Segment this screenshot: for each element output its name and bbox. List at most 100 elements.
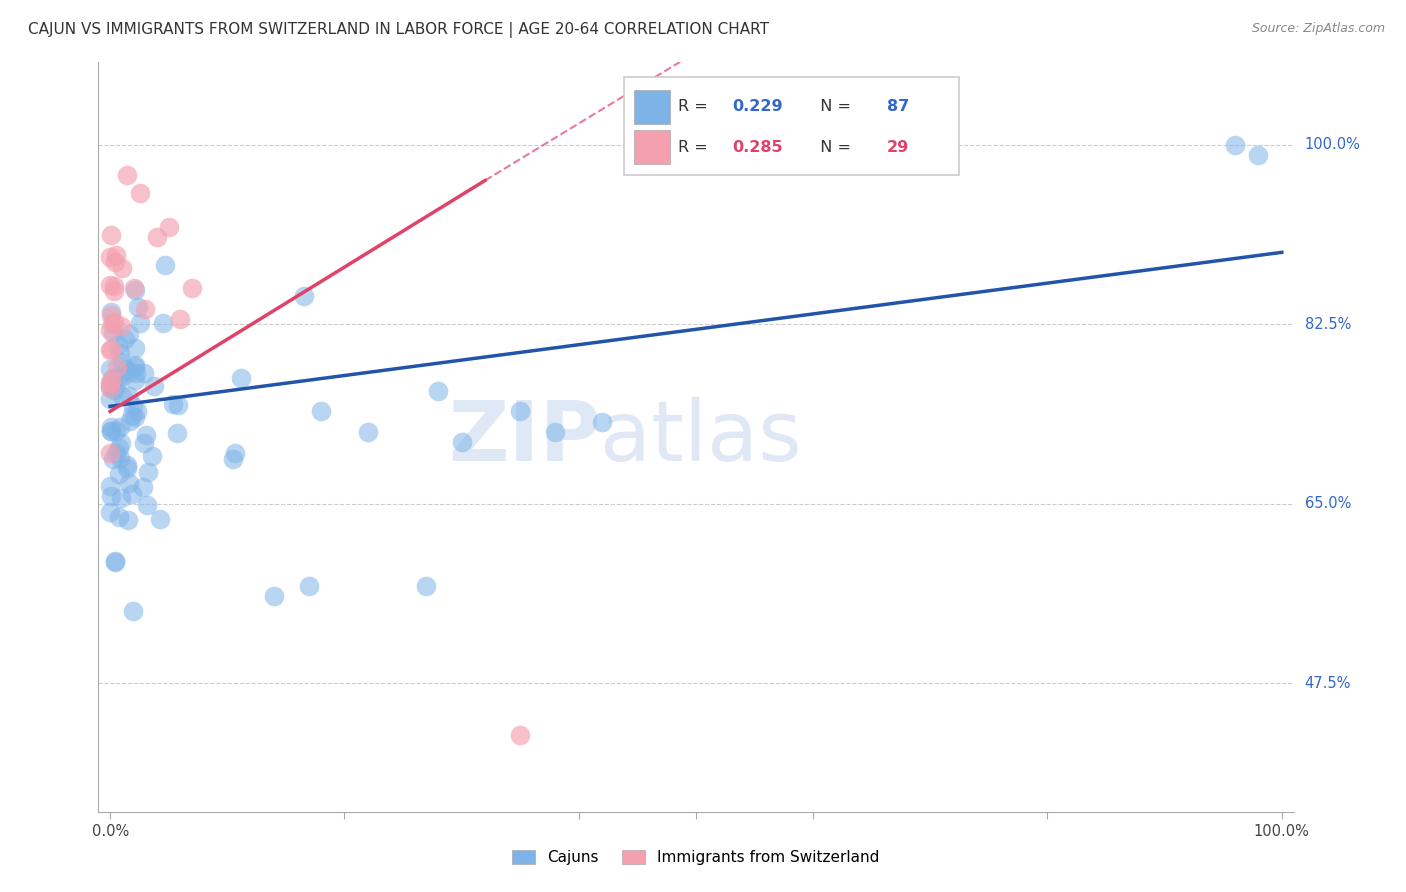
Text: atlas: atlas bbox=[600, 397, 801, 477]
Point bbox=[98, 343, 121, 358]
Point bbox=[118, 476, 141, 491]
Text: CAJUN VS IMMIGRANTS FROM SWITZERLAND IN LABOR FORCE | AGE 20-64 CORRELATION CHAR: CAJUN VS IMMIGRANTS FROM SWITZERLAND IN … bbox=[28, 22, 769, 38]
Point bbox=[124, 283, 146, 297]
Text: R =: R = bbox=[678, 140, 713, 154]
Point bbox=[100, 317, 122, 331]
Point bbox=[103, 315, 125, 329]
Point bbox=[121, 408, 143, 422]
Point bbox=[98, 381, 121, 395]
Text: 82.5%: 82.5% bbox=[1305, 317, 1351, 332]
Point bbox=[124, 358, 146, 372]
Point bbox=[129, 316, 152, 330]
Point bbox=[509, 728, 531, 742]
Point bbox=[134, 436, 156, 450]
Point bbox=[357, 425, 380, 439]
Point bbox=[111, 369, 134, 384]
Point bbox=[143, 379, 166, 393]
Point bbox=[107, 467, 129, 481]
Point bbox=[427, 384, 450, 398]
Text: 0.285: 0.285 bbox=[733, 140, 783, 154]
Point bbox=[134, 366, 156, 380]
Point bbox=[104, 446, 127, 460]
Point bbox=[292, 289, 315, 303]
Text: 65.0%: 65.0% bbox=[1305, 496, 1351, 511]
Point bbox=[107, 338, 129, 352]
Point bbox=[100, 227, 122, 242]
Point bbox=[121, 487, 143, 501]
Point bbox=[100, 343, 122, 357]
Point bbox=[101, 371, 124, 385]
Point bbox=[124, 373, 146, 387]
Point bbox=[124, 341, 146, 355]
Point bbox=[100, 489, 122, 503]
Point bbox=[104, 247, 127, 261]
FancyBboxPatch shape bbox=[634, 90, 669, 124]
Point bbox=[105, 378, 128, 392]
Point bbox=[118, 327, 141, 342]
Point bbox=[1247, 148, 1270, 162]
Point bbox=[118, 389, 141, 403]
Point bbox=[125, 366, 148, 380]
Point bbox=[162, 397, 184, 411]
Point bbox=[100, 376, 122, 390]
Point bbox=[141, 449, 163, 463]
Point bbox=[105, 424, 128, 438]
Point bbox=[98, 446, 121, 460]
Point bbox=[263, 589, 285, 603]
Point bbox=[122, 281, 145, 295]
Point bbox=[157, 219, 180, 234]
Point bbox=[103, 383, 125, 397]
Point bbox=[110, 491, 132, 506]
Point bbox=[167, 398, 190, 412]
Point bbox=[117, 366, 139, 380]
Point bbox=[117, 513, 139, 527]
Point bbox=[122, 399, 145, 413]
Point bbox=[153, 258, 176, 272]
Point bbox=[120, 413, 142, 427]
Text: N =: N = bbox=[810, 99, 856, 114]
Point bbox=[103, 554, 125, 568]
Point bbox=[100, 420, 122, 434]
Point bbox=[98, 478, 121, 492]
Point bbox=[1223, 137, 1246, 152]
Text: Source: ZipAtlas.com: Source: ZipAtlas.com bbox=[1251, 22, 1385, 36]
Point bbox=[105, 360, 128, 375]
Point bbox=[107, 510, 129, 524]
Text: 29: 29 bbox=[887, 140, 910, 154]
Point bbox=[100, 425, 122, 439]
Point bbox=[166, 426, 188, 441]
Point bbox=[125, 403, 148, 417]
Text: N =: N = bbox=[810, 140, 856, 154]
FancyBboxPatch shape bbox=[634, 130, 669, 163]
Point bbox=[104, 255, 127, 269]
Point bbox=[222, 452, 245, 467]
Point bbox=[103, 279, 125, 293]
Point bbox=[298, 579, 321, 593]
Point bbox=[115, 362, 138, 376]
Point bbox=[121, 604, 143, 618]
Point bbox=[591, 415, 613, 429]
Point bbox=[224, 446, 246, 460]
Point bbox=[124, 409, 146, 424]
Point bbox=[98, 376, 121, 390]
Point bbox=[100, 278, 122, 293]
Text: ZIP: ZIP bbox=[449, 397, 600, 477]
Point bbox=[104, 555, 127, 569]
Point bbox=[114, 332, 136, 346]
Point bbox=[135, 428, 157, 442]
Point bbox=[509, 404, 531, 418]
FancyBboxPatch shape bbox=[624, 78, 959, 175]
Point bbox=[110, 318, 132, 333]
Point bbox=[111, 355, 134, 369]
Point bbox=[129, 186, 152, 200]
Point bbox=[98, 392, 121, 406]
Point bbox=[115, 458, 138, 472]
Point bbox=[450, 435, 472, 450]
Point bbox=[98, 379, 121, 393]
Point bbox=[115, 169, 138, 183]
Point bbox=[152, 316, 174, 330]
Point bbox=[146, 230, 169, 244]
Point bbox=[100, 308, 122, 322]
Point bbox=[169, 312, 191, 326]
Point bbox=[135, 498, 157, 512]
